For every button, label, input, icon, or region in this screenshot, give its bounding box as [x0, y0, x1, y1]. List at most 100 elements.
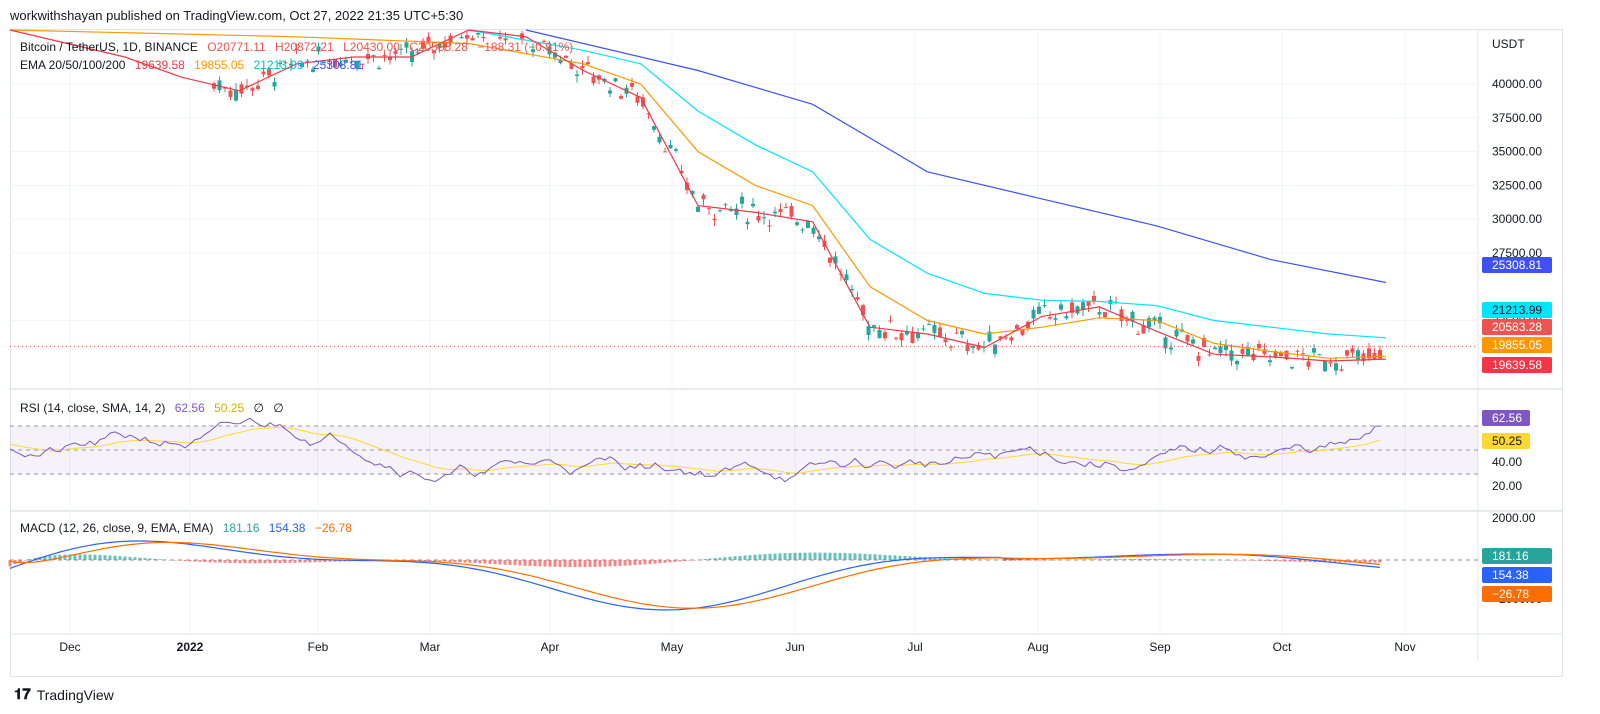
macd-histogram-bar: [898, 555, 902, 560]
macd-histogram-bar: [1128, 559, 1132, 560]
main-legend: Bitcoin / TetherUS, 1D, BINANCE O20771.1…: [20, 40, 579, 54]
candle-body: [685, 182, 689, 191]
candle-body: [481, 36, 486, 39]
macd-line: [9, 540, 1381, 611]
candle-body: [245, 85, 249, 87]
macd-histogram-bar: [1123, 559, 1127, 560]
macd-histogram-bar: [658, 560, 662, 564]
macd-histogram-bar: [228, 560, 232, 563]
macd-badge-label: 181.16: [1492, 549, 1529, 563]
macd-histogram-bar: [563, 560, 567, 567]
macd-histogram-bar: [613, 560, 617, 567]
macd-histogram-bar: [778, 553, 782, 560]
macd-legend: MACD (12, 26, close, 9, EMA, EMA) 181.16…: [20, 521, 358, 535]
candle-body: [806, 220, 810, 228]
price-tick-label: 40000.00: [1492, 77, 1542, 91]
candle-body: [1196, 355, 1201, 361]
macd-histogram-bar: [1028, 560, 1032, 561]
candle-body: [1240, 349, 1245, 354]
macd-histogram-bar: [1098, 559, 1102, 560]
candle-body: [437, 43, 442, 49]
macd-histogram-bar: [83, 554, 87, 560]
chart-frame[interactable]: [10, 29, 1563, 677]
time-axis-label: Apr: [541, 640, 560, 654]
price-tick-label: 27500.00: [1492, 246, 1542, 260]
macd-histogram-bar: [788, 553, 792, 560]
close-value: C20583.28: [409, 40, 468, 54]
symbol-title[interactable]: Bitcoin / TetherUS, 1D, BINANCE: [20, 40, 198, 54]
macd-histogram-bar: [903, 555, 907, 560]
candle-body: [349, 61, 354, 63]
tradingview-logo-icon: 𝟏𝟕: [14, 686, 31, 703]
macd-histogram-bar: [653, 560, 657, 564]
candle-body: [1262, 349, 1267, 354]
macd-histogram-bar: [628, 560, 632, 566]
candle-body: [289, 63, 293, 66]
candle-body: [316, 46, 321, 52]
macd-histogram-bar: [1273, 560, 1277, 562]
macd-histogram-bar: [713, 558, 717, 560]
candle-body: [1306, 361, 1311, 367]
signal-line: [9, 541, 1381, 609]
brand-name: TradingView: [36, 686, 114, 703]
macd-histogram-bar: [868, 554, 872, 560]
candle-body: [305, 60, 310, 62]
macd-histogram-bar: [163, 559, 167, 561]
ema-label[interactable]: EMA 20/50/100/200: [20, 58, 126, 72]
macd-histogram-bar: [858, 553, 862, 560]
macd-histogram-bar: [1048, 559, 1052, 561]
macd-histogram-bar: [1228, 560, 1232, 561]
candle-body: [635, 96, 640, 103]
candle-body: [1042, 305, 1047, 307]
macd-histogram-bar: [1238, 560, 1242, 561]
candle-body: [745, 221, 750, 225]
candle-body: [448, 35, 453, 44]
candle-body: [932, 325, 937, 334]
footer-brand[interactable]: 𝟏𝟕 TradingView: [14, 686, 114, 703]
macd-histogram-bar: [763, 554, 767, 560]
macd-histogram-bar: [463, 560, 467, 563]
macd-histogram-bar: [853, 553, 857, 560]
macd-histogram-bar: [1198, 559, 1202, 561]
candle-body: [399, 48, 403, 50]
rsi-tick-label: 20.00: [1492, 479, 1522, 493]
candle-body: [844, 274, 849, 281]
macd-histogram-bar: [803, 552, 807, 560]
candle-body: [778, 208, 783, 213]
macd-histogram-bar: [963, 558, 967, 560]
macd-histogram-bar: [433, 560, 437, 562]
candle-body: [586, 62, 590, 65]
candle-body: [987, 331, 992, 342]
macd-histogram-bar: [808, 552, 812, 560]
macd-label[interactable]: MACD (12, 26, close, 9, EMA, EMA): [20, 521, 214, 535]
candle-body: [393, 51, 398, 54]
candle-body: [938, 327, 942, 337]
macd-histogram-bar: [588, 560, 592, 567]
macd-histogram-bar: [663, 560, 667, 563]
macd-histogram-bar: [453, 560, 457, 563]
macd-histogram-bar: [758, 554, 762, 560]
rsi-label[interactable]: RSI (14, close, SMA, 14, 2): [20, 401, 166, 415]
macd-histogram-bar: [533, 560, 537, 567]
time-axis-label: Nov: [1394, 640, 1415, 654]
candle-body: [1191, 339, 1195, 344]
macd-histogram-bar: [773, 553, 777, 560]
macd-histogram-bar: [308, 560, 312, 563]
macd-histogram-bar: [833, 552, 837, 560]
candle-body: [1169, 347, 1173, 350]
candle-body: [355, 60, 359, 69]
candle-body: [1130, 311, 1135, 322]
candle-body: [916, 332, 920, 339]
macd-histogram-bar: [298, 560, 302, 563]
candle-body: [817, 236, 821, 240]
candle-body: [1070, 302, 1074, 313]
candle-body: [965, 344, 970, 351]
candle-body: [272, 82, 277, 87]
candle-body: [283, 62, 288, 64]
candle-body: [212, 83, 216, 89]
macd-histogram-bar: [818, 552, 822, 560]
candle-body: [553, 52, 557, 58]
ema50-value: 19855.05: [194, 58, 245, 72]
macd-histogram-bar: [493, 560, 497, 565]
